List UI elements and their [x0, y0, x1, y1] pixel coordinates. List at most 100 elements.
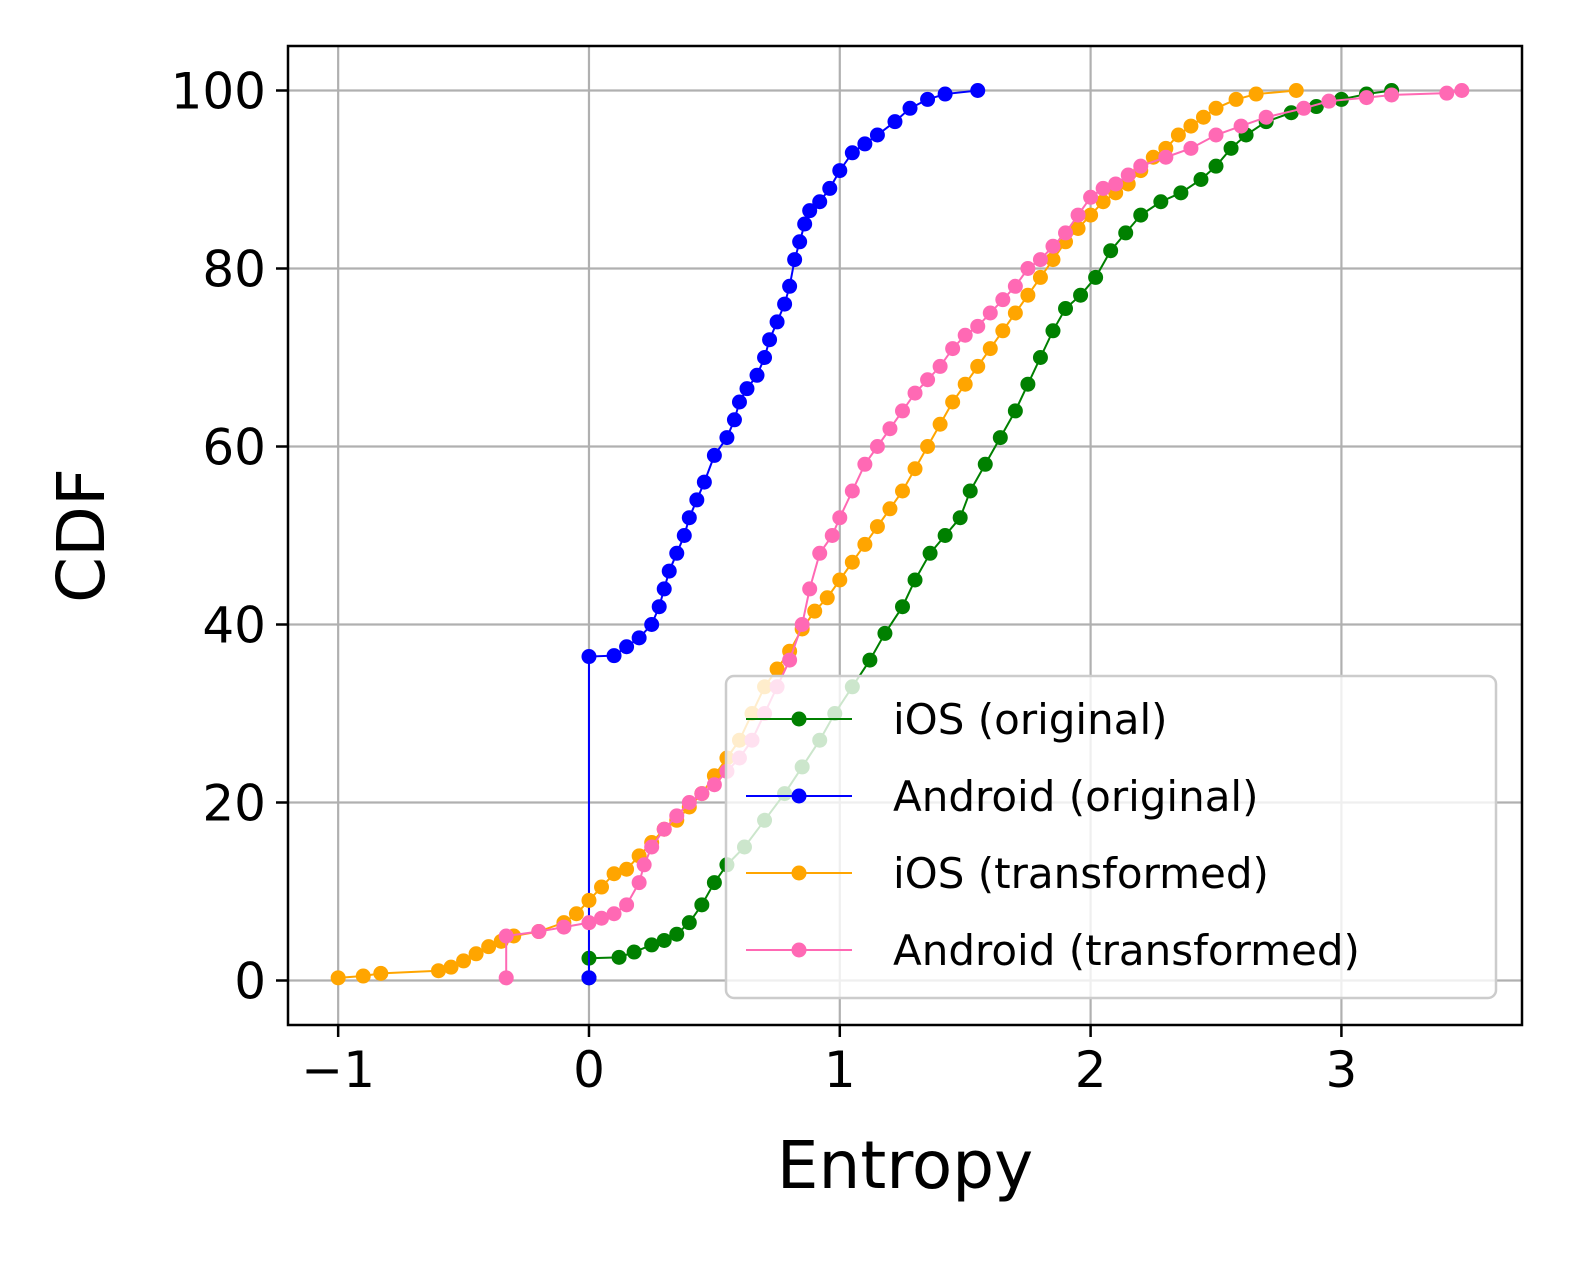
data-point	[819, 590, 835, 606]
data-point	[952, 510, 968, 526]
data-point	[857, 536, 873, 552]
data-point	[631, 630, 647, 646]
data-point	[619, 897, 635, 913]
data-point	[581, 970, 597, 986]
data-point	[1384, 87, 1400, 103]
data-point	[907, 385, 923, 401]
data-point	[844, 483, 860, 499]
y-tick-label: 0	[234, 953, 266, 1011]
data-point	[681, 915, 697, 931]
data-point	[619, 861, 635, 877]
series-line	[587, 89, 978, 978]
grid-lines	[288, 46, 1522, 1025]
data-point	[1007, 305, 1023, 321]
data-point	[762, 332, 778, 348]
x-tick-label: 3	[1326, 1041, 1358, 1099]
data-point	[992, 430, 1008, 446]
data-point	[882, 421, 898, 437]
data-point	[1045, 323, 1061, 339]
data-point	[1045, 252, 1061, 268]
data-point	[1133, 207, 1149, 223]
data-point	[644, 937, 660, 953]
data-point	[1133, 158, 1149, 174]
data-point	[669, 545, 685, 561]
data-point	[1103, 243, 1119, 259]
data-point	[749, 367, 765, 383]
data-point	[882, 501, 898, 517]
data-point	[681, 510, 697, 526]
data-point	[706, 875, 722, 891]
data-point	[857, 136, 873, 152]
data-point	[1439, 85, 1455, 101]
data-point	[962, 483, 978, 499]
data-point	[945, 341, 961, 357]
data-point	[694, 897, 710, 913]
data-point	[995, 323, 1011, 339]
data-point	[694, 786, 710, 802]
data-point	[907, 461, 923, 477]
legend: iOS (original) Android (original) iOS (tra…	[724, 674, 1498, 1000]
data-point	[606, 648, 622, 664]
data-point	[1007, 278, 1023, 294]
data-point	[731, 394, 747, 410]
data-point	[1088, 269, 1104, 285]
data-point	[792, 234, 808, 250]
legend-swatch-marker	[791, 865, 807, 881]
data-point	[636, 857, 652, 873]
data-point	[937, 86, 953, 102]
data-point	[1070, 207, 1086, 223]
y-tick-label: 40	[202, 597, 266, 655]
x-tick-label: 1	[824, 1041, 856, 1099]
y-tick-label: 20	[202, 775, 266, 833]
data-point	[1195, 109, 1211, 125]
data-point	[594, 910, 610, 926]
data-point	[822, 180, 838, 196]
data-point	[797, 216, 813, 232]
data-point	[1193, 172, 1209, 187]
data-point	[739, 381, 755, 397]
data-point	[606, 906, 622, 922]
data-point	[1170, 127, 1186, 143]
data-point	[832, 572, 848, 588]
data-point	[626, 944, 642, 960]
data-point	[1233, 118, 1249, 134]
data-point	[619, 639, 635, 655]
data-point	[581, 915, 597, 931]
data-point	[1153, 194, 1169, 210]
data-point	[1073, 287, 1089, 303]
y-tick-label: 100	[171, 63, 266, 121]
data-point	[1208, 100, 1224, 116]
data-point	[581, 892, 597, 908]
data-point	[982, 305, 998, 321]
data-point	[1118, 225, 1134, 241]
plot-frame	[286, 44, 1524, 1027]
data-point	[1020, 261, 1036, 276]
data-point	[1070, 220, 1086, 236]
data-point	[869, 519, 885, 535]
data-point	[932, 358, 948, 374]
data-point	[1173, 185, 1189, 201]
data-point	[430, 963, 446, 979]
data-point	[769, 314, 785, 330]
data-point	[945, 394, 961, 410]
data-point	[937, 528, 953, 543]
data-point	[1208, 158, 1224, 174]
data-point	[644, 839, 660, 855]
data-point	[594, 879, 610, 895]
data-point	[656, 932, 672, 948]
data-point	[568, 906, 584, 922]
data-point	[443, 959, 459, 975]
data-point	[894, 403, 910, 419]
data-point	[782, 278, 798, 294]
legend-box	[724, 674, 1498, 1000]
data-point	[1208, 127, 1224, 143]
data-point	[982, 341, 998, 357]
data-point	[1058, 301, 1074, 317]
data-point	[1058, 225, 1074, 241]
series-1	[581, 83, 986, 986]
data-point	[1095, 180, 1111, 196]
data-point	[1108, 176, 1124, 192]
data-point	[1120, 167, 1136, 183]
data-point	[651, 599, 667, 615]
